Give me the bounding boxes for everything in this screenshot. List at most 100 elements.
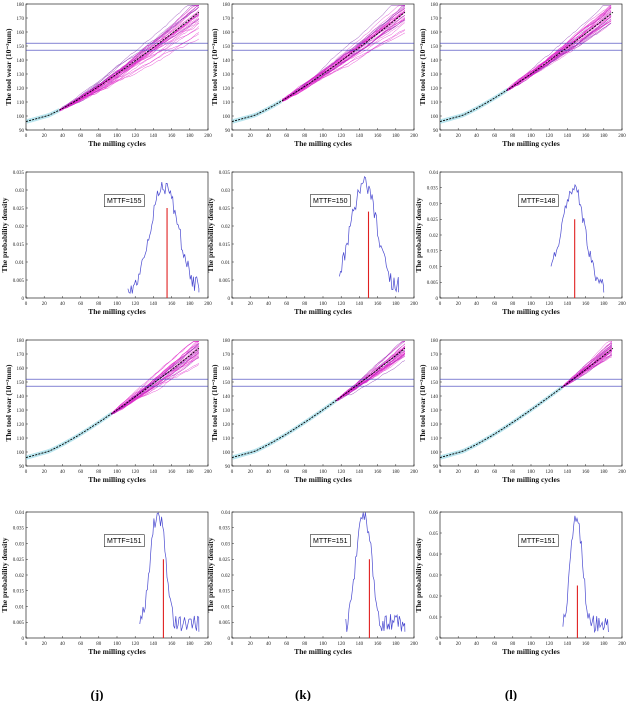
y-tick-label: 170 — [17, 17, 25, 22]
y-tick-label: 0.06 — [429, 511, 438, 516]
x-tick-label: 140 — [150, 134, 158, 139]
x-tick-label: 80 — [96, 470, 102, 475]
y-axis-label: The tool wear (10⁻³mm) — [418, 28, 427, 106]
x-tick-label: 20 — [42, 302, 48, 307]
mttf-box — [104, 194, 145, 207]
prediction-line — [507, 15, 612, 91]
x-tick-label: 200 — [410, 302, 418, 307]
x-tick-label: 20 — [248, 470, 254, 475]
prediction-line — [59, 5, 199, 111]
x-tick-label: 20 — [248, 642, 254, 647]
x-tick-label: 120 — [337, 642, 345, 647]
x-tick-label: 40 — [60, 302, 66, 307]
y-tick-label: 0.03 — [429, 574, 438, 579]
x-tick-label: 40 — [474, 470, 480, 475]
x-tick-label: 160 — [168, 470, 176, 475]
prediction-line — [111, 364, 200, 415]
x-tick-label: 120 — [545, 302, 553, 307]
panel-label: (k) — [295, 687, 311, 701]
x-tick-label: 140 — [564, 302, 572, 307]
x-tick-label: 120 — [131, 642, 139, 647]
mttf-label: MTTF=151 — [521, 538, 556, 545]
y-tick-label: 0.02 — [429, 234, 438, 239]
plot-frame — [439, 171, 623, 299]
prediction-line — [111, 346, 200, 415]
x-tick-label: 120 — [337, 470, 345, 475]
y-tick-label: 120 — [223, 423, 231, 428]
x-axis-label: The milling cycles — [294, 307, 352, 316]
y-tick-label: 0.035 — [13, 527, 25, 532]
prediction-line — [59, 32, 200, 111]
y-tick-label: 0.015 — [219, 243, 231, 248]
initial-band — [232, 398, 337, 460]
x-tick-label: 100 — [319, 302, 327, 307]
y-tick-label: 0.025 — [219, 558, 231, 563]
plot-frame — [25, 171, 209, 299]
y-axis-label: The tool wear (10⁻³mm) — [4, 28, 13, 106]
y-tick-label: 0.01 — [15, 605, 24, 610]
pdf-panel-4: 0 20 40 60 80 100 120 140 160 180 200 0 0.005 0.01 0.0… — [206, 171, 418, 316]
observed-line — [231, 11, 406, 123]
initial-band — [440, 87, 508, 124]
prediction-line — [59, 27, 200, 111]
y-tick-label: 0.03 — [221, 189, 230, 194]
y-tick-label: 0 — [22, 297, 25, 302]
pdf-panel-10: 0 20 40 60 80 100 120 140 160 180 200 0 0.005 0.01 0.0… — [206, 511, 418, 656]
y-tick-label: 130 — [17, 73, 25, 78]
prediction-line — [111, 341, 199, 414]
y-tick-label: 170 — [17, 353, 25, 358]
x-tick-label: 0 — [231, 302, 234, 307]
y-tick-label: 0.035 — [219, 171, 231, 176]
x-tick-label: 60 — [78, 470, 84, 475]
x-tick-label: 0 — [439, 642, 442, 647]
prediction-line — [281, 15, 406, 102]
plot-frame — [231, 3, 415, 131]
x-tick-label: 100 — [319, 134, 327, 139]
x-tick-label: 200 — [204, 470, 212, 475]
y-tick-label: 140 — [17, 395, 25, 400]
y-tick-label: 0 — [436, 637, 439, 642]
y-tick-label: 120 — [17, 423, 25, 428]
x-tick-label: 160 — [582, 642, 590, 647]
y-tick-label: 0.03 — [429, 202, 438, 207]
y-tick-label: 0.015 — [13, 590, 25, 595]
y-tick-label: 90 — [225, 465, 231, 470]
pdf-panel-9: 0 20 40 60 80 100 120 140 160 180 200 0 0.005 0.01 0.0… — [0, 511, 212, 656]
pdf-panel-11: 0 20 40 60 80 100 120 140 160 180 200 0 0.01 0.02 0.03… — [414, 511, 626, 656]
density-curve — [345, 512, 406, 632]
y-tick-label: 0.03 — [221, 542, 230, 547]
x-tick-label: 160 — [168, 302, 176, 307]
prediction-line — [281, 5, 406, 100]
x-tick-label: 100 — [527, 302, 535, 307]
x-axis-label: The milling cycles — [88, 139, 146, 148]
y-tick-label: 0 — [228, 297, 231, 302]
y-tick-label: 130 — [431, 73, 439, 78]
x-tick-label: 160 — [168, 134, 176, 139]
prediction-line — [336, 353, 406, 401]
x-axis-label: The milling cycles — [294, 475, 352, 484]
y-tick-label: 0.05 — [429, 532, 438, 537]
y-axis-label: The probability density — [414, 537, 423, 612]
x-tick-label: 80 — [302, 642, 308, 647]
x-tick-label: 100 — [113, 134, 121, 139]
x-tick-label: 0 — [25, 642, 28, 647]
prediction-line — [336, 345, 406, 401]
x-tick-label: 60 — [78, 302, 84, 307]
y-tick-label: 0.02 — [221, 225, 230, 230]
prediction-line — [281, 11, 406, 101]
y-tick-label: 0.005 — [219, 279, 231, 284]
y-tick-label: 90 — [19, 129, 25, 134]
x-tick-label: 80 — [302, 470, 308, 475]
x-tick-label: 20 — [248, 302, 254, 307]
plot-frame — [231, 171, 415, 299]
y-tick-label: 170 — [431, 17, 439, 22]
y-tick-label: 140 — [223, 395, 231, 400]
panel-label: (j) — [91, 687, 104, 701]
x-tick-label: 40 — [60, 134, 66, 139]
y-tick-label: 100 — [223, 115, 231, 120]
y-tick-label: 170 — [223, 17, 231, 22]
x-tick-label: 60 — [284, 302, 290, 307]
y-tick-label: 0.025 — [219, 207, 231, 212]
y-tick-label: 160 — [17, 367, 25, 372]
